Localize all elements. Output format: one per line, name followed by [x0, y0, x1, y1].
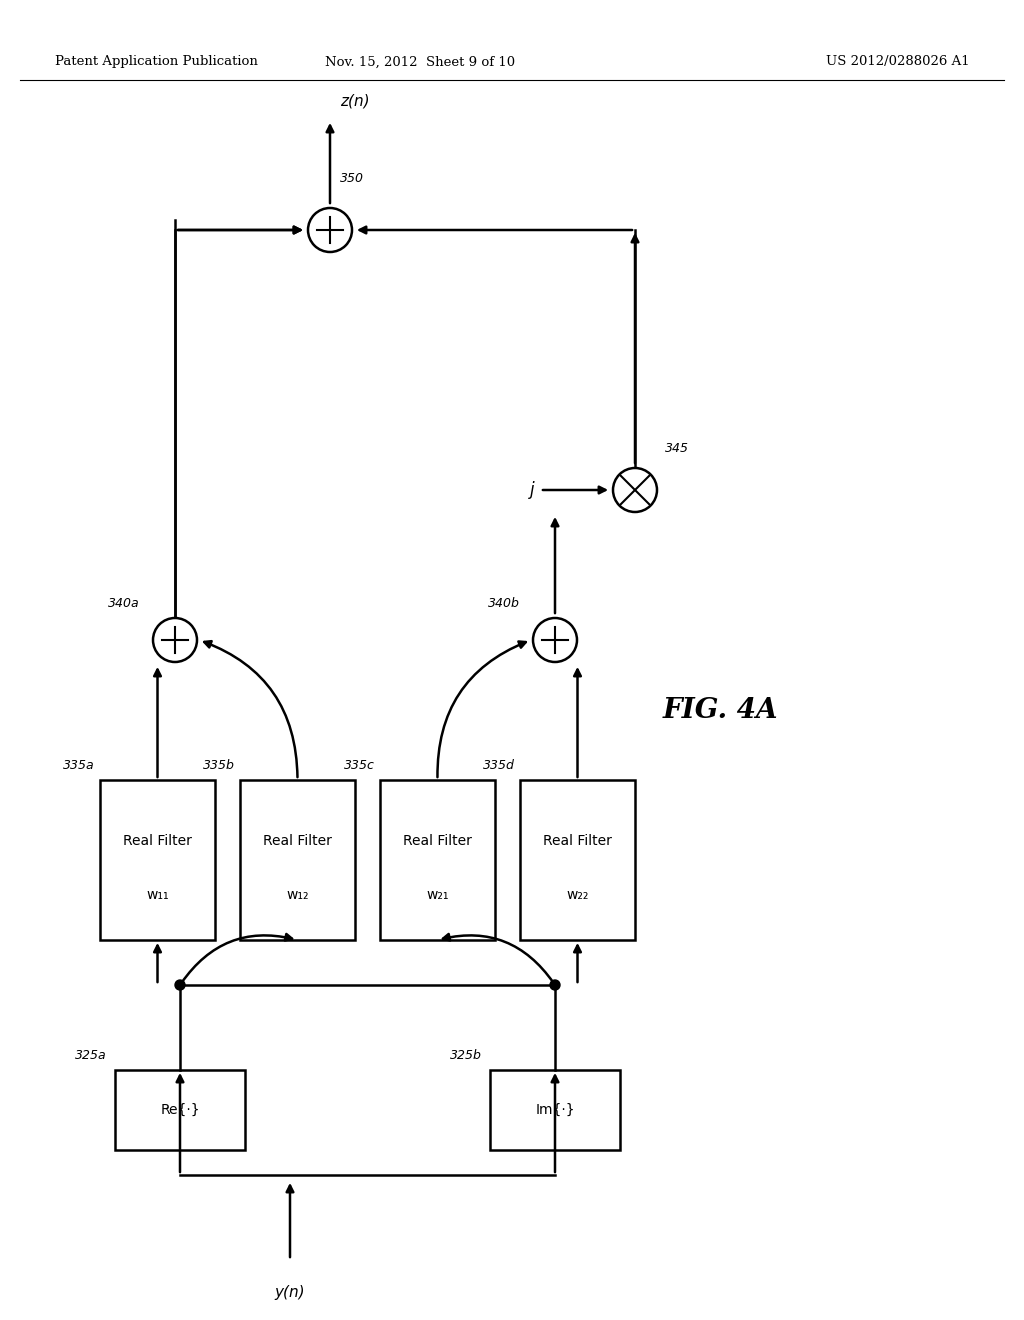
Bar: [115, 1071, 245, 1150]
FancyArrowPatch shape: [181, 935, 292, 982]
Text: Re{·}: Re{·}: [160, 1104, 200, 1117]
Text: w₁₁: w₁₁: [146, 888, 169, 902]
Text: 345: 345: [665, 442, 689, 455]
FancyArrowPatch shape: [204, 642, 298, 777]
Text: Im{·}: Im{·}: [536, 1104, 574, 1117]
Bar: [100, 780, 215, 940]
Text: Real Filter: Real Filter: [543, 834, 612, 847]
FancyArrowPatch shape: [437, 642, 525, 777]
Text: 340b: 340b: [488, 597, 520, 610]
Text: Real Filter: Real Filter: [123, 834, 191, 847]
Text: 340a: 340a: [109, 597, 140, 610]
Circle shape: [550, 979, 560, 990]
Text: w₁₂: w₁₂: [287, 888, 309, 902]
Text: Real Filter: Real Filter: [403, 834, 472, 847]
Bar: [490, 1071, 620, 1150]
Text: 335d: 335d: [483, 759, 515, 772]
Text: US 2012/0288026 A1: US 2012/0288026 A1: [826, 55, 970, 69]
Text: w₂₂: w₂₂: [566, 888, 589, 902]
Text: 335c: 335c: [344, 759, 375, 772]
Text: 335a: 335a: [63, 759, 95, 772]
Circle shape: [534, 618, 577, 663]
Circle shape: [175, 979, 185, 990]
Text: 325b: 325b: [451, 1049, 482, 1063]
Text: j: j: [530, 480, 535, 499]
Circle shape: [308, 209, 352, 252]
Text: 350: 350: [340, 172, 364, 185]
Circle shape: [613, 469, 657, 512]
Text: Real Filter: Real Filter: [263, 834, 332, 847]
Text: 335b: 335b: [203, 759, 234, 772]
Text: Patent Application Publication: Patent Application Publication: [55, 55, 258, 69]
Text: z(n): z(n): [340, 92, 370, 108]
Text: y(n): y(n): [274, 1284, 305, 1300]
Bar: [380, 780, 495, 940]
Text: FIG. 4A: FIG. 4A: [663, 697, 778, 723]
Bar: [520, 780, 635, 940]
Circle shape: [153, 618, 197, 663]
Text: w₂₁: w₂₁: [426, 888, 449, 902]
Bar: [240, 780, 355, 940]
Text: 325a: 325a: [76, 1049, 106, 1063]
FancyArrowPatch shape: [443, 935, 553, 982]
Text: Nov. 15, 2012  Sheet 9 of 10: Nov. 15, 2012 Sheet 9 of 10: [325, 55, 515, 69]
